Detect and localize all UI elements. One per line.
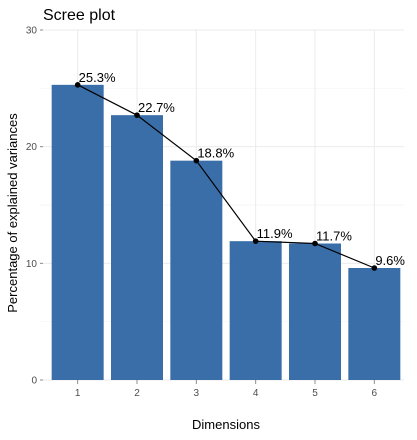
x-axis-label: Dimensions (192, 417, 260, 432)
bar (348, 268, 401, 380)
y-tick-label: 30 (26, 26, 38, 37)
bars-layer (51, 84, 401, 381)
data-point (134, 112, 140, 118)
data-point (252, 238, 259, 244)
points-layer (74, 82, 378, 271)
data-label: 11.9% (257, 226, 293, 241)
bar (111, 115, 163, 381)
x-tick-label: 2 (134, 388, 140, 399)
bar (51, 84, 104, 380)
data-label: 18.8% (197, 146, 234, 161)
data-label: 25.3% (79, 70, 116, 85)
trend-line-layer (77, 84, 375, 269)
trend-line (77, 84, 375, 269)
y-tick-label: 10 (26, 259, 38, 270)
chart-title: Scree plot (43, 7, 116, 24)
data-point (74, 82, 81, 88)
x-tick-label: 5 (312, 388, 318, 399)
x-tick-label: 4 (253, 388, 259, 399)
data-label: 9.6% (375, 253, 405, 268)
x-tick-label: 1 (75, 388, 81, 399)
data-point (312, 240, 318, 247)
ticks-layer: 0 10 20 30 1 2 3 4 5 6 (26, 26, 378, 400)
data-point (371, 265, 378, 271)
bar (170, 160, 223, 380)
data-labels-layer: 25.3% 22.7% 18.8% 11.9% 11.7% 9.6% (79, 70, 406, 268)
bar (289, 243, 341, 380)
data-point (193, 157, 200, 164)
x-tick-label: 3 (194, 388, 200, 399)
x-tick-label: 6 (372, 388, 378, 399)
y-axis-label: Percentage of explained variances (5, 113, 20, 313)
data-label: 11.7% (316, 229, 352, 244)
y-tick-label: 0 (31, 376, 37, 387)
y-tick-label: 20 (26, 142, 38, 153)
data-label: 22.7% (138, 100, 175, 115)
bar (229, 241, 282, 380)
